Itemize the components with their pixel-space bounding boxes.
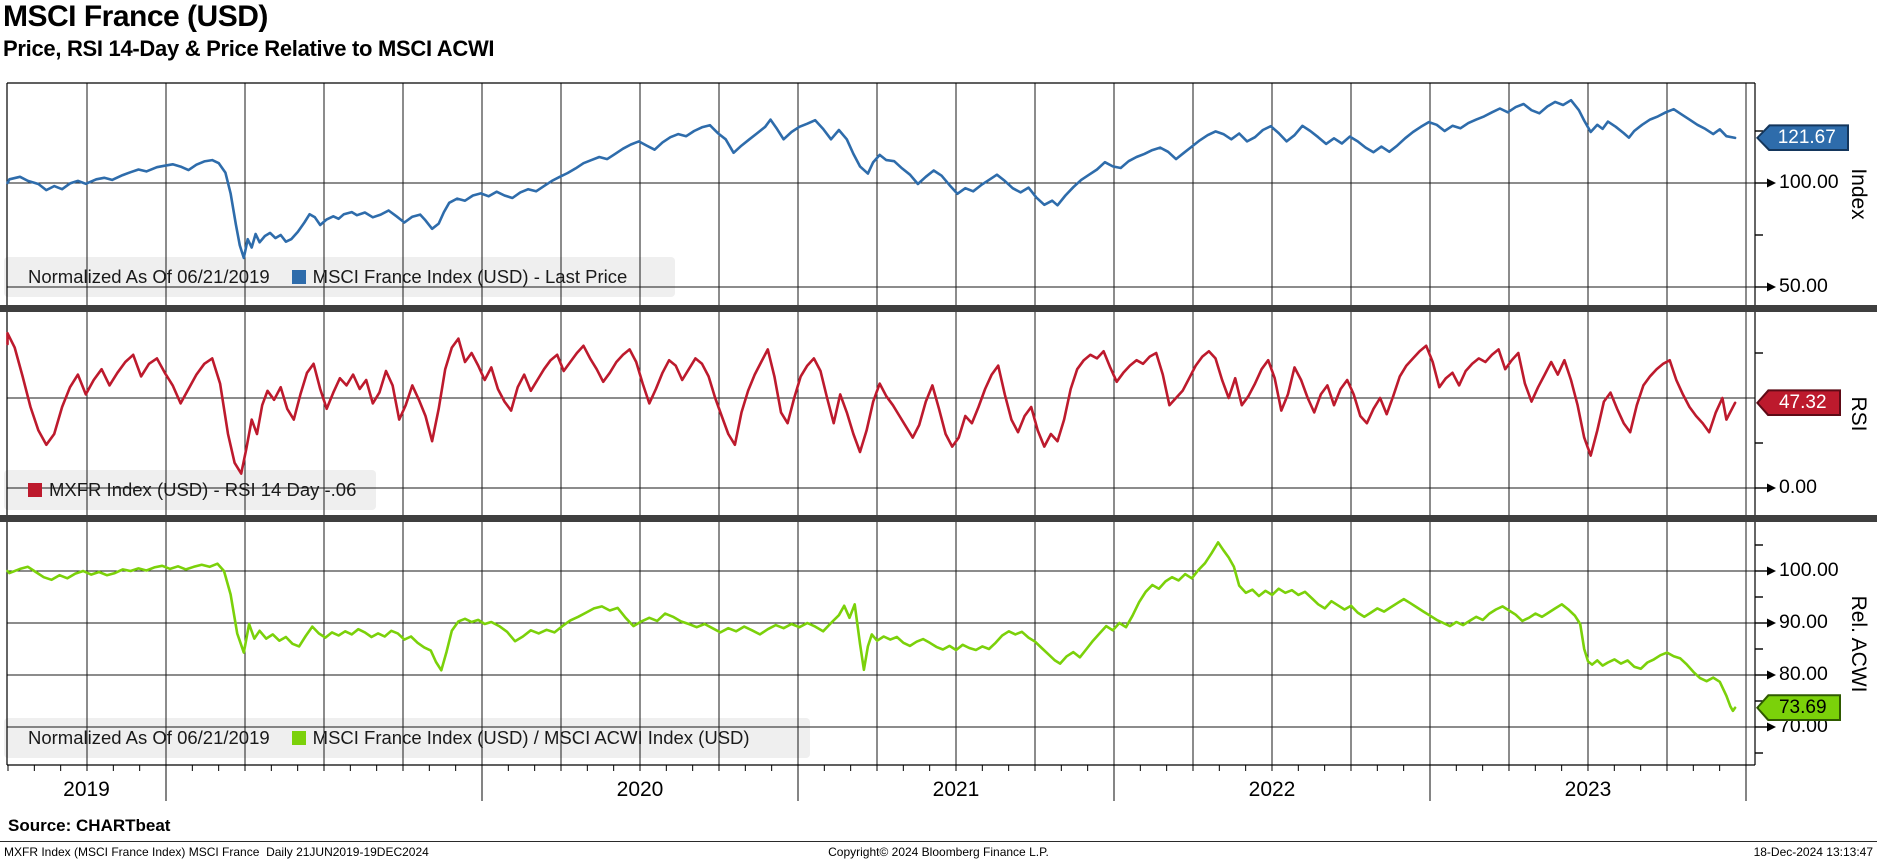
relative-last-value: 73.69 — [1758, 696, 1839, 720]
tick-arrow-icon — [1767, 483, 1776, 493]
legend-band — [4, 470, 376, 510]
axis-tick-label: 50.00 — [1779, 275, 1828, 297]
year-label: 2021 — [932, 778, 980, 801]
price-legend-label: MSCI France Index (USD) - Last Price — [312, 266, 628, 287]
year-label: 2022 — [1248, 778, 1296, 801]
relative-series-line — [6, 541, 1737, 713]
footer-row: MXFR Index (MSCI France Index) MSCI Fran… — [0, 845, 1877, 859]
footer-copyright: Copyright© 2024 Bloomberg Finance L.P. — [828, 845, 1049, 859]
footer-divider — [0, 841, 1877, 842]
price-legend: Normalized As Of 06/21/2019 MSCI France I… — [28, 257, 627, 297]
relative-legend-label: MSCI France Index (USD) / MSCI ACWI Inde… — [312, 727, 750, 748]
rsi-axis-title: RSI — [1847, 395, 1870, 432]
price-series-line — [6, 98, 1737, 260]
legend-normalized-note: Normalized As Of 06/21/2019 — [28, 727, 270, 748]
relative-legend-swatch-icon — [291, 731, 306, 745]
legend-normalized-note: Normalized As Of 06/21/2019 — [28, 266, 270, 287]
tick-arrow-icon — [1767, 566, 1776, 576]
rsi-last-value: 47.32 — [1758, 391, 1839, 415]
year-label: 2024 — [1824, 778, 1877, 802]
price-legend-swatch-icon — [291, 270, 306, 284]
source-label: Source: CHARTbeat — [8, 816, 171, 835]
price-last-value: 121.67 — [1758, 126, 1847, 150]
rsi-legend: MXFR Index (USD) - RSI 14 Day -.06 — [28, 470, 356, 510]
tick-arrow-icon — [1767, 282, 1776, 292]
relative-last-value-tag: 73.69 — [1756, 694, 1841, 722]
footer-ticker-info: MXFR Index (MSCI France Index) MSCI Fran… — [4, 845, 429, 859]
tick-arrow-icon — [1767, 670, 1776, 680]
rsi-series-line — [6, 331, 1737, 475]
axis-tick-label: 100.00 — [1779, 559, 1839, 581]
axis-tick-label: 0.00 — [1779, 476, 1817, 498]
year-label: 2023 — [1564, 778, 1612, 801]
rsi-last-value-tag: 47.32 — [1756, 389, 1841, 417]
tick-arrow-icon — [1767, 722, 1776, 732]
price-last-value-tag: 121.67 — [1756, 124, 1849, 152]
year-label: 2020 — [616, 778, 664, 801]
rsi-legend-swatch-icon — [28, 483, 42, 497]
rsi-legend-label: MXFR Index (USD) - RSI 14 Day -.06 — [49, 479, 357, 500]
page-title: MSCI France (USD) — [3, 0, 268, 33]
axis-tick-label: 90.00 — [1779, 611, 1828, 633]
axis-tick-label: 80.00 — [1779, 663, 1828, 685]
axis-tick-label: 100.00 — [1779, 171, 1839, 193]
relative-legend: Normalized As Of 06/21/2019 MSCI France I… — [28, 718, 750, 758]
page-subtitle: Price, RSI 14-Day & Price Relative to MS… — [3, 36, 495, 61]
footer-timestamp: 18-Dec-2024 13:13:47 — [1753, 845, 1873, 859]
tick-arrow-icon — [1767, 618, 1776, 628]
legend-band — [4, 718, 810, 758]
panel-separator-bar — [0, 305, 1877, 312]
relative-axis-title: Rel. ACWI — [1847, 595, 1870, 692]
year-label: 2019 — [63, 778, 110, 801]
price-axis-title: Index — [1847, 168, 1870, 220]
tick-arrow-icon — [1767, 178, 1776, 188]
panel-separator-bar — [0, 515, 1877, 522]
